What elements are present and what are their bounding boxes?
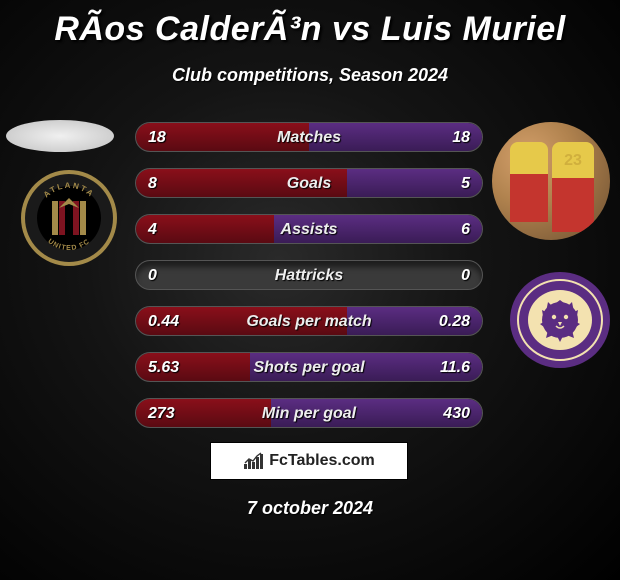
club-crest-left: ATLANTA UNITED FC — [19, 168, 119, 268]
date-text: 7 october 2024 — [0, 498, 620, 519]
stat-label: Goals per match — [136, 307, 482, 335]
stat-bar: 00Hattricks — [135, 260, 483, 290]
stat-label: Goals — [136, 169, 482, 197]
stat-label: Hattricks — [136, 261, 482, 289]
page-subtitle: Club competitions, Season 2024 — [0, 65, 620, 86]
stat-bar: 0.440.28Goals per match — [135, 306, 483, 336]
page-title: RÃ­os CalderÃ³n vs Luis Muriel — [0, 0, 620, 49]
stat-bar: 273430Min per goal — [135, 398, 483, 428]
stat-label: Matches — [136, 123, 482, 151]
fctables-icon — [243, 452, 265, 470]
stat-bar: 85Goals — [135, 168, 483, 198]
fctables-label: FcTables.com — [269, 452, 375, 470]
stat-bar: 1818Matches — [135, 122, 483, 152]
stat-bar: 5.6311.6Shots per goal — [135, 352, 483, 382]
stats-container: 1818Matches 85Goals 46Assists 00Hattricks 0.… — [135, 122, 483, 444]
player-photo-right — [492, 122, 610, 240]
stat-bar: 46Assists — [135, 214, 483, 244]
stat-label: Shots per goal — [136, 353, 482, 381]
fctables-badge: FcTables.com — [210, 442, 408, 480]
player-photo-left — [6, 120, 114, 152]
stat-label: Min per goal — [136, 399, 482, 427]
club-crest-right: ORLANDO CITY — [502, 270, 620, 370]
stat-label: Assists — [136, 215, 482, 243]
